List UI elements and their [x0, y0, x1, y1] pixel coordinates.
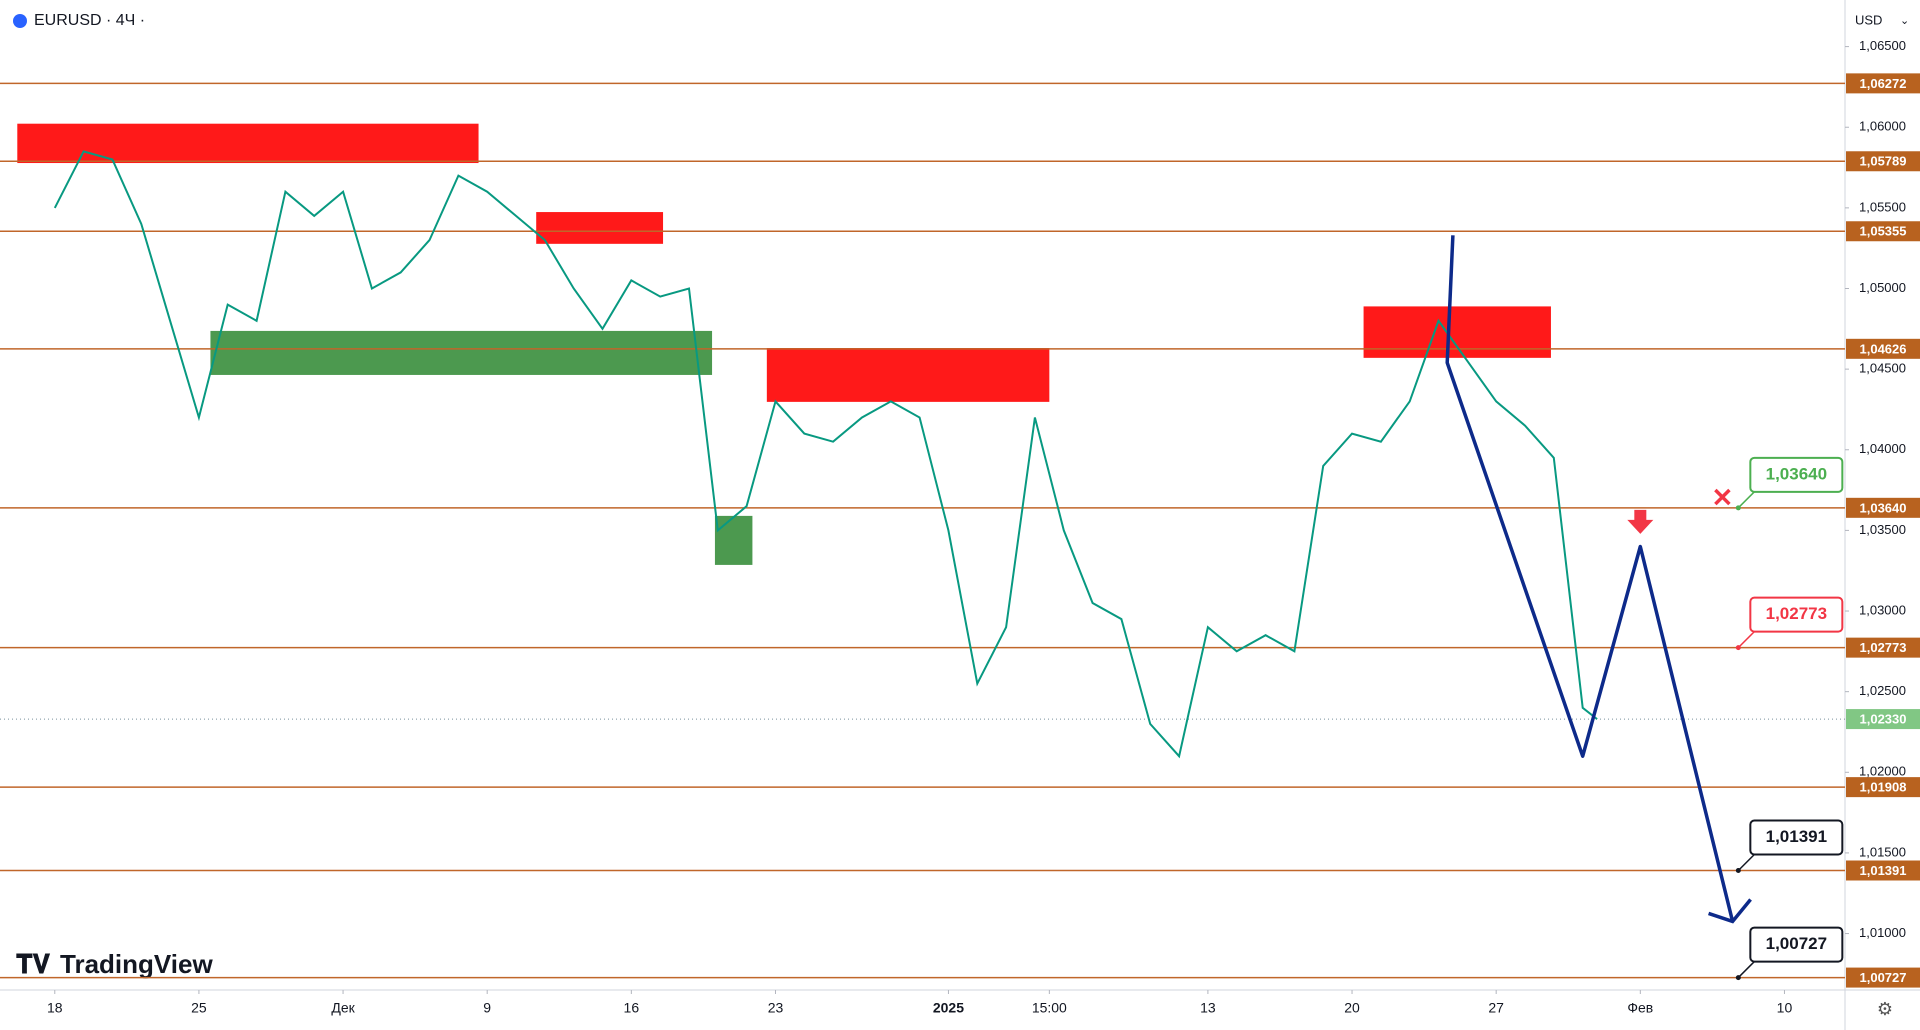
zone [766, 348, 1050, 402]
callout-box [1749, 819, 1844, 856]
callout-label: 1,03640 [1766, 464, 1827, 483]
x-tick-label: 15:00 [1032, 1000, 1067, 1016]
y-tick-label: 1,01500 [1859, 844, 1906, 859]
x-tick-label: 16 [624, 1000, 640, 1016]
callout-box [1749, 456, 1844, 493]
callout-label: 1,02773 [1766, 604, 1827, 623]
y-tick-label: 1,03000 [1859, 602, 1906, 617]
callout-dot [1735, 505, 1741, 511]
x-tick-label: Дек [331, 1000, 355, 1016]
x-tick-label: 13 [1200, 1000, 1216, 1016]
zone [210, 330, 713, 375]
level-label: 1,05789 [1860, 154, 1907, 169]
y-tick-label: 1,05500 [1859, 199, 1906, 214]
y-tick-label: 1,05000 [1859, 280, 1906, 295]
callout-dot [1735, 645, 1741, 651]
callout-box [1749, 596, 1844, 633]
level-label: 1,00727 [1860, 970, 1907, 985]
logo: TradingView [60, 949, 213, 979]
x-tick-label: 20 [1344, 1000, 1360, 1016]
last-price-tag [1846, 709, 1920, 730]
x-tick-label: 9 [483, 1000, 491, 1016]
callout-pointer [1737, 961, 1755, 979]
x-tick-label: Фев [1627, 1000, 1653, 1016]
y-tick-label: 1,03500 [1859, 522, 1906, 537]
y-tick-label: 1,01000 [1859, 925, 1906, 940]
level-tag [1846, 967, 1920, 988]
cancel-mark: ✕ [1711, 483, 1733, 513]
level-tag [1846, 860, 1920, 881]
level-tag [1846, 73, 1920, 94]
y-tick-label: 1,04500 [1859, 361, 1906, 376]
callout-pointer [1737, 491, 1755, 509]
callout-box [1749, 926, 1844, 963]
callout-dot [1735, 975, 1741, 981]
currency[interactable]: USD [1855, 12, 1882, 27]
zone [714, 515, 753, 565]
callout-pointer [1737, 853, 1755, 872]
level-label: 1,01391 [1860, 863, 1907, 878]
x-tick-label: 18 [47, 1000, 63, 1016]
callout-pointer [1737, 631, 1755, 649]
dropdown[interactable]: ⌄ [1900, 15, 1909, 27]
y-tick-label: 1,06000 [1859, 119, 1906, 134]
callout-dot [1735, 868, 1741, 874]
level-tag [1846, 497, 1920, 518]
symbol-icon [13, 14, 27, 28]
level-tag [1846, 151, 1920, 172]
y-tick-label: 1,04000 [1859, 441, 1906, 456]
y-tick-label: 1,02000 [1859, 764, 1906, 779]
level-label: 1,01908 [1860, 780, 1907, 795]
logo-mark: 𝐓𝐕 [16, 949, 51, 979]
x-tick-label: 27 [1488, 1000, 1504, 1016]
last-price-label: 1,02330 [1860, 712, 1907, 727]
zone [17, 123, 479, 164]
level-tag [1846, 338, 1920, 359]
sell-arrow [1627, 509, 1654, 534]
settings[interactable]: ⚙ [1877, 999, 1893, 1019]
x-tick-label: 25 [191, 1000, 207, 1016]
level-label: 1,03640 [1860, 500, 1907, 515]
level-tag [1846, 777, 1920, 798]
level-label: 1,05355 [1860, 224, 1907, 239]
x-tick-label: 23 [768, 1000, 784, 1016]
overlay: 1,06272 1,05789 1,05355 1,04626 1,03640 1,036… [0, 38, 1920, 1016]
projection-line [1445, 235, 1735, 922]
callout-label: 1,00727 [1766, 934, 1827, 953]
x-tick-label: 2025 [933, 1000, 964, 1016]
projection-arrowhead [1708, 898, 1752, 924]
zone [536, 212, 664, 244]
symbol: EURUSD · 4Ч · [34, 12, 145, 29]
y-tick-label: 1,06500 [1859, 38, 1906, 53]
level-tag [1846, 221, 1920, 242]
x-tick-label: 10 [1777, 1000, 1793, 1016]
callout-label: 1,01391 [1766, 827, 1827, 846]
level-label: 1,04626 [1860, 341, 1907, 356]
zone [1363, 306, 1551, 358]
level-label: 1,06272 [1860, 76, 1907, 91]
level-label: 1,02773 [1860, 640, 1907, 655]
level-tag [1846, 637, 1920, 658]
price-line [53, 150, 1598, 759]
y-tick-label: 1,02500 [1859, 683, 1906, 698]
